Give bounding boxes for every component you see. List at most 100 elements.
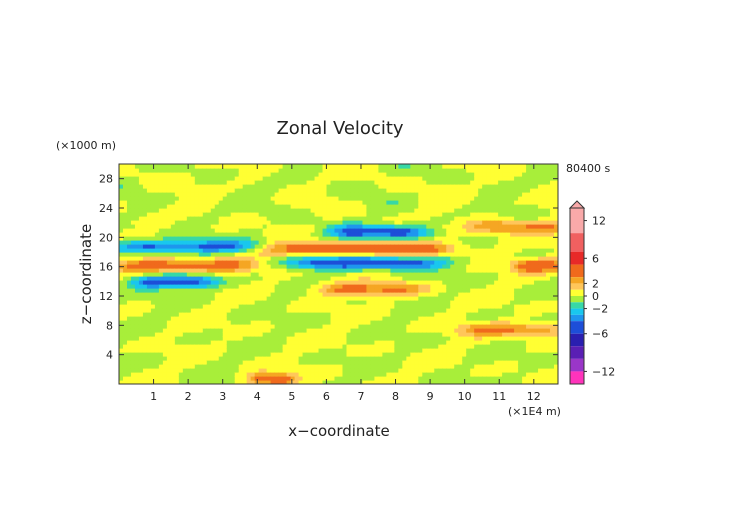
field-cell [318, 244, 324, 249]
field-cell [366, 292, 372, 297]
field-cell [234, 212, 240, 217]
field-cell [366, 228, 372, 233]
field-cell [318, 196, 324, 201]
field-cell [246, 172, 252, 177]
field-cell [462, 196, 467, 201]
field-cell [298, 288, 304, 293]
field-cell [122, 192, 128, 197]
field-cell [202, 256, 208, 261]
field-cell [374, 268, 380, 273]
field-cell [406, 316, 411, 321]
field-cell [358, 248, 364, 253]
field-cell [178, 268, 184, 273]
field-cell [302, 348, 308, 353]
field-cell [370, 320, 376, 325]
field-cell [246, 336, 252, 341]
field-cell [154, 172, 160, 177]
field-cell [438, 268, 443, 273]
field-cell [254, 228, 260, 233]
field-cell [474, 356, 479, 361]
field-cell [322, 292, 328, 297]
field-cell [274, 312, 280, 317]
field-cell [158, 360, 164, 365]
field-cell [119, 204, 124, 209]
field-cell [414, 280, 419, 285]
field-cell [146, 276, 152, 281]
field-cell [390, 344, 395, 349]
field-cell [234, 328, 240, 333]
field-cell [302, 216, 308, 221]
field-cell [182, 380, 188, 384]
field-cell [406, 208, 411, 213]
field-cell [434, 236, 439, 241]
field-cell [126, 256, 132, 261]
field-cell [290, 244, 296, 249]
field-cell [150, 292, 156, 297]
field-cell [338, 260, 344, 265]
field-cell [266, 372, 272, 377]
field-cell [302, 192, 308, 197]
field-cell [206, 184, 212, 189]
field-cell [310, 312, 316, 317]
field-cell [314, 352, 320, 357]
field-cell [170, 180, 176, 185]
field-cell [210, 356, 216, 361]
field-cell [134, 248, 140, 253]
field-cell [346, 208, 352, 213]
field-cell [202, 204, 208, 209]
field-cell [354, 188, 360, 193]
field-cell [210, 304, 216, 309]
field-cell [170, 328, 176, 333]
field-cell [226, 360, 232, 365]
field-cell [286, 244, 292, 249]
field-cell [190, 188, 196, 193]
field-cell [378, 324, 383, 329]
field-cell [450, 336, 455, 341]
field-cell [142, 300, 148, 305]
field-cell [450, 232, 455, 237]
field-cell [394, 280, 399, 285]
field-cell [222, 356, 228, 361]
field-cell [354, 268, 360, 273]
field-cell [246, 348, 252, 353]
field-cell [170, 340, 176, 345]
field-cell [370, 272, 376, 277]
y-unit-label: (×1000 m) [56, 139, 116, 152]
field-cell [290, 248, 296, 253]
field-cell [206, 300, 212, 305]
field-cell [430, 300, 435, 305]
field-cell [414, 216, 419, 221]
field-cell [150, 184, 156, 189]
field-cell [222, 220, 228, 225]
field-cell [298, 368, 304, 373]
field-cell [394, 260, 399, 265]
field-cell [310, 284, 316, 289]
field-cell [422, 368, 427, 373]
field-cell [450, 284, 455, 289]
field-cell [258, 336, 264, 341]
field-cell [230, 172, 236, 177]
field-cell [418, 296, 423, 301]
field-cell [286, 332, 292, 337]
field-cell [258, 288, 264, 293]
field-cell [206, 344, 212, 349]
field-cell [462, 172, 467, 177]
field-cell [170, 312, 176, 317]
field-cell [294, 312, 300, 317]
field-cell [366, 252, 372, 257]
field-cell [434, 300, 439, 305]
field-cell [130, 212, 136, 217]
field-cell [238, 320, 244, 325]
field-cell [422, 340, 427, 345]
field-cell [134, 212, 140, 217]
field-cell [382, 180, 387, 185]
field-cell [234, 376, 240, 381]
field-cell [422, 324, 427, 329]
field-cell [450, 268, 455, 273]
field-cell [458, 184, 463, 189]
field-cell [390, 364, 395, 369]
field-cell [154, 264, 160, 269]
field-cell [302, 280, 308, 285]
field-cell [242, 336, 248, 341]
field-cell [462, 256, 467, 261]
